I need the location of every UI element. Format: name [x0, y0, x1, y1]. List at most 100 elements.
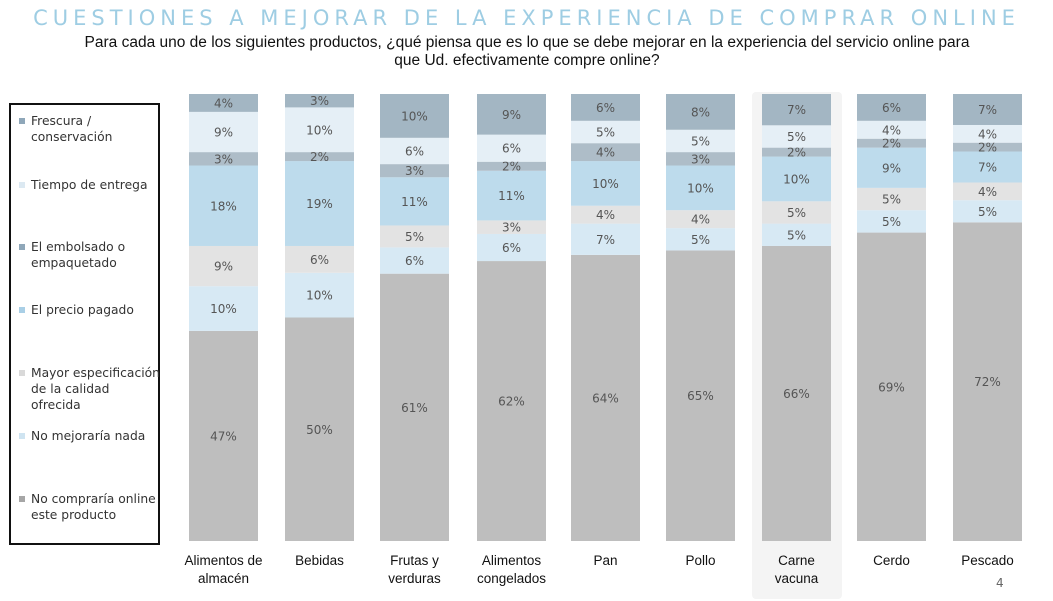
bar-segment	[666, 210, 735, 229]
category-label: vacuna	[775, 571, 819, 586]
category-label: congelados	[477, 571, 546, 586]
bar-segment	[477, 220, 546, 234]
data-label: 5%	[882, 215, 901, 229]
data-label: 8%	[691, 105, 710, 119]
data-label: 7%	[978, 103, 997, 117]
legend-swatch	[19, 496, 25, 502]
bar-segment	[953, 151, 1022, 183]
data-label: 50%	[306, 423, 333, 437]
data-label: 4%	[978, 185, 997, 199]
bar-segment	[666, 94, 735, 130]
data-label: 3%	[214, 152, 233, 166]
data-label: 64%	[592, 391, 619, 405]
data-label: 10%	[306, 123, 333, 137]
data-label: 6%	[405, 254, 424, 268]
bar-segment	[285, 107, 354, 153]
subtitle-line-2: que Ud. efectivamente compre online?	[394, 52, 660, 69]
data-label: 2%	[502, 160, 521, 174]
bar-segment	[666, 250, 735, 541]
category-label: Pan	[593, 553, 617, 568]
bar-segment	[762, 223, 831, 246]
bar-segment	[953, 200, 1022, 223]
bar-segment	[285, 161, 354, 246]
bar-segment	[285, 272, 354, 318]
legend-label: No mejoraría nada	[31, 429, 146, 443]
legend-label: Tiempo de entrega	[31, 178, 148, 192]
data-label: 5%	[691, 233, 710, 247]
bar-segment	[953, 182, 1022, 201]
data-label: 11%	[401, 195, 428, 209]
bar-segment	[477, 94, 546, 135]
bar-segment	[857, 232, 926, 541]
bar-segment	[189, 111, 258, 153]
bar-segment	[666, 129, 735, 153]
bar-segment	[380, 164, 449, 178]
data-label: 5%	[596, 126, 615, 140]
bar-segment	[477, 161, 546, 171]
data-label: 6%	[882, 101, 901, 115]
bar-segment	[380, 273, 449, 541]
bar-segment	[380, 247, 449, 274]
data-label: 5%	[787, 130, 806, 144]
data-label: 6%	[405, 144, 424, 158]
bar-segment	[380, 137, 449, 165]
data-label: 10%	[401, 109, 428, 123]
bar-segment	[571, 161, 640, 206]
data-label: 3%	[405, 164, 424, 178]
data-label: 9%	[502, 108, 521, 122]
data-label: 2%	[787, 146, 806, 160]
bar-segment	[477, 261, 546, 541]
page-number: 4	[996, 576, 1004, 590]
data-label: 6%	[502, 241, 521, 255]
data-label: 5%	[405, 230, 424, 244]
legend-swatch	[19, 433, 25, 439]
bar-segment	[571, 205, 640, 224]
data-label: 5%	[787, 206, 806, 220]
data-label: 4%	[596, 208, 615, 222]
bar-segment	[189, 152, 258, 166]
data-label: 5%	[787, 228, 806, 242]
legend-label: No compraría online este producto	[31, 492, 156, 522]
category-label: Alimentos	[482, 553, 542, 568]
data-label: 72%	[974, 375, 1001, 389]
data-label: 69%	[878, 380, 905, 394]
slide-subtitle: Para cada uno de los siguientes producto…	[12, 34, 1042, 70]
bar-segment	[477, 233, 546, 262]
data-label: 3%	[502, 221, 521, 235]
bar-segment	[857, 147, 926, 188]
data-label: 4%	[596, 146, 615, 160]
data-label: 62%	[498, 395, 525, 409]
bar-segment	[953, 94, 1022, 125]
subtitle-line-1: Para cada uno de los siguientes producto…	[84, 34, 970, 51]
data-label: 6%	[502, 142, 521, 156]
data-label: 7%	[596, 233, 615, 247]
bar-segment	[477, 170, 546, 221]
bar-segment	[571, 143, 640, 162]
bar-segment	[857, 210, 926, 233]
data-label: 66%	[783, 387, 810, 401]
data-label: 10%	[687, 181, 714, 195]
bar-segment	[571, 94, 640, 121]
bar-segment	[285, 317, 354, 541]
bar-segment	[571, 223, 640, 255]
bar-segment	[666, 152, 735, 166]
data-label: 9%	[214, 260, 233, 274]
data-label: 19%	[306, 197, 333, 211]
data-label: 65%	[687, 389, 714, 403]
bar-segment	[953, 124, 1022, 143]
data-label: 18%	[210, 199, 237, 213]
legend-label: Mayor especificación de la calidad ofrec…	[31, 366, 160, 412]
data-label: 7%	[978, 161, 997, 175]
category-label: Pescado	[961, 553, 1014, 568]
bar-segment	[380, 177, 449, 226]
data-label: 4%	[882, 123, 901, 137]
bar-segment	[380, 225, 449, 248]
data-label: 10%	[783, 172, 810, 186]
data-label: 3%	[691, 152, 710, 166]
legend-label: Frescura / conservación	[31, 114, 113, 144]
legend-label: El precio pagado	[31, 303, 134, 317]
data-label: 61%	[401, 401, 428, 415]
category-label: Cerdo	[873, 553, 910, 568]
bar-segment	[285, 245, 354, 273]
data-label: 10%	[592, 177, 619, 191]
